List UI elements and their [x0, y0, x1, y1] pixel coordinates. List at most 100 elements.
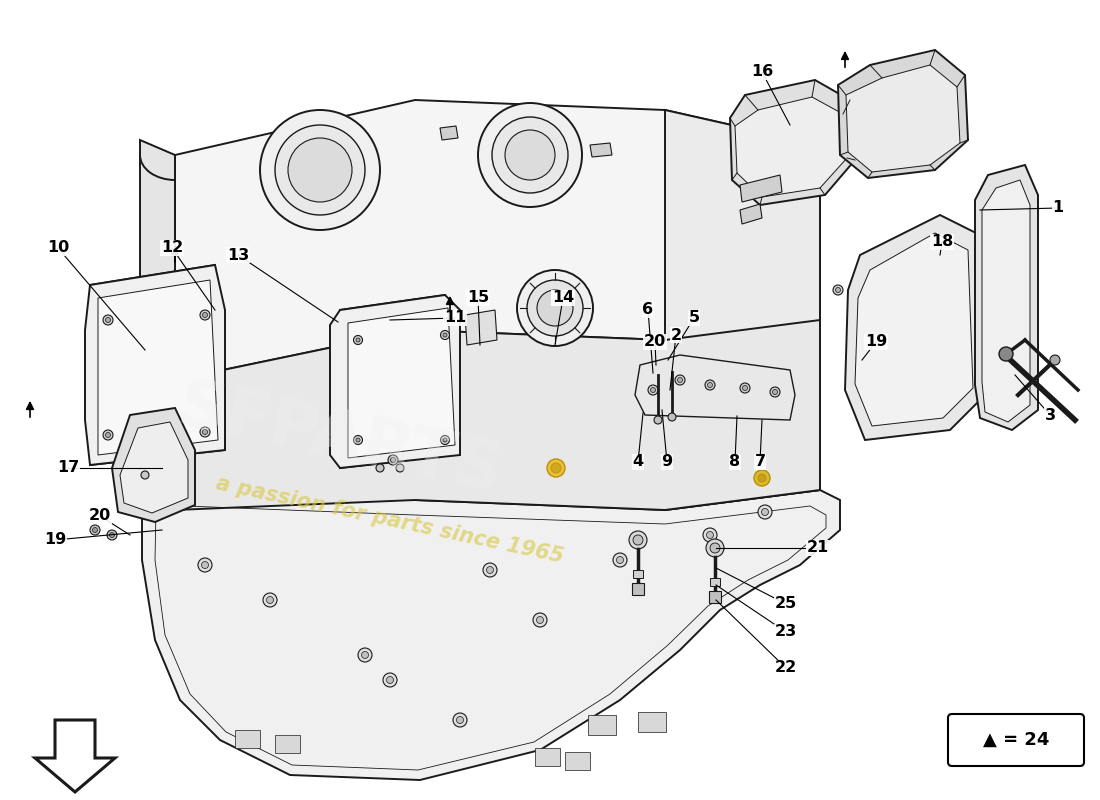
Circle shape — [770, 387, 780, 397]
Circle shape — [453, 713, 468, 727]
Bar — [565, 752, 590, 770]
Circle shape — [613, 553, 627, 567]
Polygon shape — [142, 468, 840, 780]
Polygon shape — [846, 65, 960, 172]
Text: 18: 18 — [931, 234, 953, 250]
Circle shape — [356, 338, 360, 342]
Circle shape — [703, 528, 717, 542]
Text: 10: 10 — [47, 241, 69, 255]
Circle shape — [386, 677, 394, 683]
Text: 25: 25 — [774, 597, 798, 611]
Text: 20: 20 — [89, 509, 111, 523]
Circle shape — [710, 543, 720, 553]
Text: a passion for parts since 1965: a passion for parts since 1965 — [214, 474, 565, 566]
Text: 17: 17 — [57, 461, 79, 475]
Circle shape — [110, 533, 114, 538]
Polygon shape — [175, 100, 819, 380]
Circle shape — [106, 433, 110, 438]
Circle shape — [92, 527, 98, 533]
Circle shape — [103, 430, 113, 440]
Polygon shape — [90, 265, 226, 465]
Circle shape — [358, 648, 372, 662]
Text: 20: 20 — [644, 334, 667, 350]
Circle shape — [443, 438, 447, 442]
Circle shape — [90, 525, 100, 535]
Circle shape — [486, 566, 494, 574]
Polygon shape — [35, 720, 116, 792]
Circle shape — [376, 464, 384, 472]
Text: 13: 13 — [227, 247, 249, 262]
Circle shape — [383, 673, 397, 687]
Circle shape — [547, 459, 565, 477]
Text: 3: 3 — [1044, 407, 1056, 422]
Circle shape — [356, 438, 360, 442]
Text: 15: 15 — [466, 290, 490, 306]
Circle shape — [707, 382, 713, 387]
Circle shape — [675, 375, 685, 385]
Text: 5: 5 — [689, 310, 700, 326]
Text: 7: 7 — [755, 454, 766, 470]
Circle shape — [740, 383, 750, 393]
Polygon shape — [982, 180, 1030, 422]
Circle shape — [705, 380, 715, 390]
Circle shape — [200, 427, 210, 437]
Circle shape — [478, 103, 582, 207]
Circle shape — [833, 285, 843, 295]
Polygon shape — [710, 591, 720, 603]
Text: 14: 14 — [552, 290, 574, 306]
Bar — [638, 712, 666, 732]
Circle shape — [266, 597, 274, 603]
Text: 19: 19 — [44, 533, 66, 547]
Text: 21: 21 — [807, 541, 829, 555]
Circle shape — [648, 385, 658, 395]
Polygon shape — [175, 320, 819, 510]
Circle shape — [537, 290, 573, 326]
Circle shape — [505, 130, 556, 180]
Circle shape — [761, 509, 769, 515]
Text: 22: 22 — [774, 661, 798, 675]
Text: 2: 2 — [670, 327, 682, 342]
Text: 19: 19 — [865, 334, 887, 350]
Polygon shape — [666, 110, 820, 510]
Circle shape — [1050, 355, 1060, 365]
Circle shape — [706, 531, 714, 538]
Circle shape — [534, 613, 547, 627]
Circle shape — [616, 557, 624, 563]
Text: 23: 23 — [774, 625, 798, 639]
Bar — [588, 715, 616, 735]
Polygon shape — [98, 280, 218, 455]
Polygon shape — [632, 583, 644, 595]
Polygon shape — [740, 204, 762, 224]
Polygon shape — [330, 295, 460, 468]
Circle shape — [517, 270, 593, 346]
Circle shape — [353, 335, 363, 345]
Circle shape — [537, 617, 543, 623]
Polygon shape — [590, 143, 612, 157]
Circle shape — [654, 416, 662, 424]
Circle shape — [754, 470, 770, 486]
Polygon shape — [838, 50, 968, 178]
Circle shape — [106, 318, 110, 322]
FancyBboxPatch shape — [948, 714, 1084, 766]
Circle shape — [362, 651, 369, 658]
Circle shape — [200, 310, 210, 320]
Text: ▲ = 24: ▲ = 24 — [982, 731, 1049, 749]
Polygon shape — [635, 355, 795, 420]
Polygon shape — [710, 578, 720, 586]
Circle shape — [198, 558, 212, 572]
Bar — [235, 730, 260, 748]
Circle shape — [650, 387, 656, 393]
Circle shape — [456, 717, 463, 723]
Polygon shape — [140, 140, 175, 510]
Polygon shape — [440, 126, 458, 140]
Circle shape — [202, 313, 208, 318]
Circle shape — [353, 435, 363, 445]
Polygon shape — [632, 570, 644, 578]
Circle shape — [492, 117, 568, 193]
Circle shape — [678, 378, 682, 382]
Polygon shape — [845, 215, 984, 440]
Circle shape — [288, 138, 352, 202]
Circle shape — [260, 110, 379, 230]
Text: 16: 16 — [751, 65, 773, 79]
Circle shape — [396, 464, 404, 472]
